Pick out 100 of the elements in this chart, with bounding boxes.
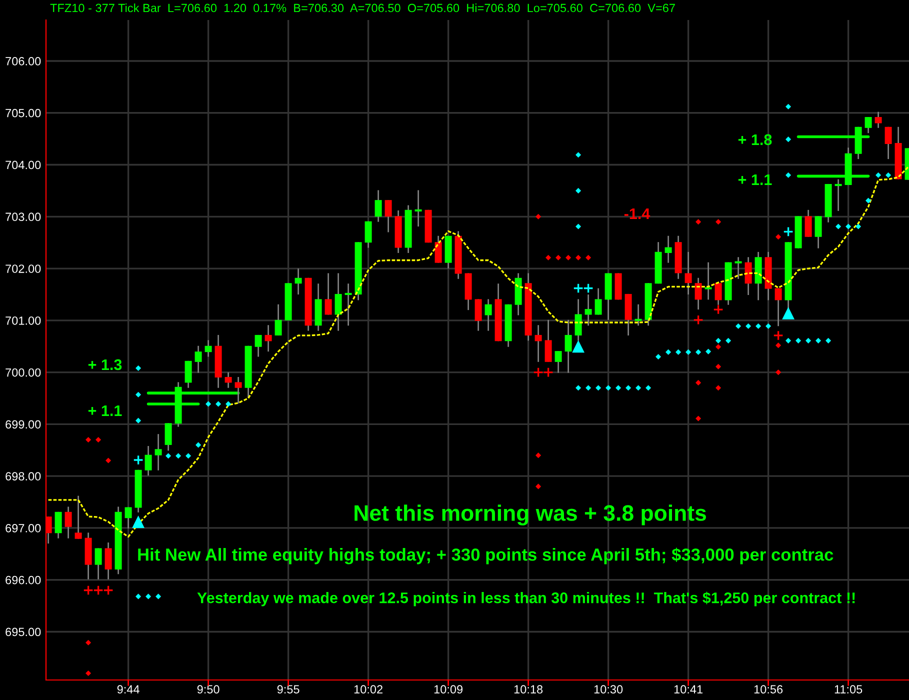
point [586,385,592,391]
line-series [47,166,909,538]
y-tick-label: 705.00 [6,108,41,118]
point [696,349,702,355]
point [736,323,742,329]
candlestick [804,209,812,238]
point [146,594,152,600]
point [103,585,114,596]
point [676,349,682,355]
candlestick [224,372,232,389]
candlestick [184,360,192,389]
point [86,670,92,676]
point [716,385,722,391]
point [776,234,782,240]
point [533,367,544,378]
point [782,306,795,320]
candlestick [384,199,392,233]
point [666,349,672,355]
y-tick-label: 696.00 [6,576,41,584]
point [726,338,732,344]
point [616,385,622,391]
y-tick-label: 702.00 [6,264,41,273]
candlestick [274,304,282,336]
x-tick-label: 11:05 [834,685,862,694]
candlestick [254,334,262,358]
point [786,172,792,178]
point [776,342,782,348]
point [846,224,852,230]
candlestick [554,350,562,374]
candlestick [434,235,442,264]
point [696,416,702,422]
point [556,254,562,260]
point [586,254,592,260]
annotation: + 1.1 [88,405,122,416]
annotation: Hit New All time equity highs today; + 330 points since April 5th; $33,000 per contrac [138,548,834,564]
y-tick-label: 700.00 [6,368,41,377]
candlestick [64,506,72,540]
candlestick [94,548,102,580]
point [773,330,784,341]
point [132,516,145,528]
x-tick-label: 9:55 [277,685,300,694]
point [133,454,144,466]
candlestick [814,215,822,249]
point [713,304,724,315]
candlestick [484,298,492,332]
point [83,585,94,596]
candlestick [684,251,692,296]
point [706,348,712,354]
y-tick-label: 697.00 [6,524,41,532]
point [636,385,642,391]
point [196,442,202,448]
point [876,172,882,178]
annotation: + 1.8 [738,134,772,146]
point [786,104,792,110]
x-tick-label: 9:50 [197,685,220,694]
point [786,338,792,344]
y-tick-label: 699.00 [6,420,41,429]
point [756,323,762,329]
candlestick [204,339,212,358]
candlestick [664,235,672,264]
candlestick [294,268,302,296]
point [716,338,722,344]
point [836,224,842,230]
point [746,323,752,329]
point [646,385,652,391]
point [796,338,802,344]
point [546,254,552,260]
point [693,314,704,326]
point [806,338,812,344]
point [136,418,142,424]
point [606,385,612,391]
point [696,219,702,225]
point [536,452,542,458]
candlestick [694,277,702,310]
point [136,365,142,371]
y-tick-label: 695.00 [6,628,41,636]
point [856,224,862,230]
y-tick-label: 703.00 [6,212,41,222]
x-tick-label: 10:56 [754,685,783,694]
point [536,214,542,220]
candlestick [544,319,552,363]
point [573,283,584,294]
candlestick [194,345,202,374]
point [583,283,594,294]
candlestick [234,376,242,404]
annotation: + 1.3 [88,359,122,370]
candlestick [374,189,382,223]
point [886,172,892,178]
candlestick [774,288,782,327]
point [716,344,722,350]
candlestick [154,433,162,472]
point [93,585,104,596]
annotation: Net this morning was + 3.8 points [354,504,706,526]
point [572,340,585,353]
point [716,364,722,370]
candlestick [744,256,752,296]
point [626,385,632,391]
chart-title: TFZ10 - 377 Tick Bar L=706.60 1.20 0.17% B=706.30 A=706.50 O=705.60 Hi=706.80 Lo=705.60 C=706.60 V=67 [50,4,675,12]
point [783,226,794,237]
candlestick [264,324,272,352]
